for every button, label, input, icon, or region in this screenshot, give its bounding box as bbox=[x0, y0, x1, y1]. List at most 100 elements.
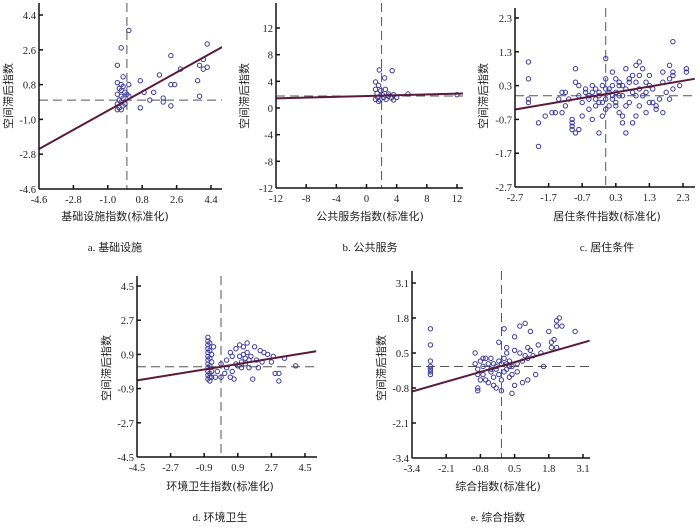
scatter-point bbox=[599, 113, 606, 119]
scatter-point bbox=[264, 351, 271, 358]
scatter-point bbox=[480, 355, 486, 362]
scatter-point bbox=[427, 358, 434, 364]
scatter-point bbox=[542, 113, 548, 119]
scatter-point bbox=[519, 379, 526, 386]
y-tick-label: 12 bbox=[263, 24, 274, 35]
y-axis-title: 空间滞后指数 bbox=[374, 335, 388, 401]
scatter-point bbox=[171, 81, 178, 88]
scatter-point bbox=[639, 66, 646, 72]
scatter-point bbox=[683, 66, 690, 72]
scatter-point bbox=[244, 340, 250, 346]
y-axis-title: 空间滞后指数 bbox=[476, 63, 490, 129]
scatter-point bbox=[549, 109, 555, 116]
x-tick-label: 2.3 bbox=[676, 193, 689, 204]
scatter-point bbox=[498, 387, 505, 394]
scatter-point bbox=[126, 27, 132, 34]
scatter-point bbox=[218, 374, 224, 380]
scatter-points bbox=[525, 38, 690, 150]
scatter-point bbox=[522, 352, 528, 359]
scatter-point bbox=[427, 369, 434, 375]
scatter-point bbox=[496, 339, 502, 345]
scatter-point bbox=[535, 120, 542, 126]
scatter-point bbox=[592, 86, 599, 92]
caption-text: 公共服务 bbox=[354, 241, 398, 254]
y-tick-label: -4.5 bbox=[117, 453, 134, 464]
scatter-point bbox=[599, 82, 606, 89]
scatter-point bbox=[475, 387, 481, 394]
scatter-point bbox=[488, 355, 494, 362]
scatter-point bbox=[633, 113, 639, 119]
y-axis-title: 空间滞后指数 bbox=[237, 63, 251, 129]
subplot-caption: a. 基础设施 bbox=[88, 241, 142, 254]
scatter-point bbox=[552, 109, 559, 116]
scatter-point bbox=[646, 72, 653, 79]
y-tick-label: -4.6 bbox=[19, 185, 36, 196]
scatter-point bbox=[569, 120, 575, 126]
scatter-point bbox=[506, 374, 513, 380]
scatter-point bbox=[636, 59, 643, 65]
scatter-point bbox=[427, 366, 434, 372]
scatter-point bbox=[670, 38, 676, 45]
x-tick-label: -4.5 bbox=[129, 463, 146, 474]
y-axis-title: 空间滞后指数 bbox=[1, 63, 15, 129]
y-tick-label: -0.8 bbox=[392, 384, 409, 395]
scatter-point bbox=[650, 86, 656, 92]
regression-line bbox=[137, 350, 317, 382]
scatter-point bbox=[603, 106, 609, 112]
x-tick-label: 2.7 bbox=[265, 463, 278, 474]
caption-letter: c. bbox=[580, 242, 590, 254]
y-tick-label: 2.7 bbox=[121, 316, 134, 327]
scatter-point bbox=[535, 143, 542, 150]
scatter-point bbox=[248, 353, 254, 359]
x-tick-label: 0.5 bbox=[508, 464, 521, 475]
scatter-point bbox=[207, 340, 213, 346]
scatter-point bbox=[496, 358, 502, 364]
caption-letter: b. bbox=[343, 242, 354, 254]
scatter-point bbox=[576, 126, 582, 133]
y-tick-label: 4 bbox=[268, 77, 274, 88]
scatter-points bbox=[427, 315, 578, 397]
x-tick-label: 0.9 bbox=[231, 463, 244, 474]
scatter-point bbox=[114, 62, 121, 68]
scatter-point bbox=[522, 320, 528, 327]
chart-b-public-service: -12 -8 -4 0 4 8 12 -12 -8 -4 0 4 8 12 空间滞后指数公共服务指数(标准化… bbox=[237, 3, 463, 254]
scatter-point bbox=[255, 365, 262, 371]
x-tick-label: -1.7 bbox=[540, 193, 557, 204]
scatter-point bbox=[276, 378, 282, 384]
scatter-point bbox=[666, 76, 673, 82]
scatter-point bbox=[514, 369, 520, 375]
scatter-point bbox=[382, 86, 389, 93]
scatter-point bbox=[613, 103, 619, 109]
scatter-point bbox=[150, 89, 157, 96]
y-tick-label: 1.3 bbox=[499, 48, 512, 59]
scatter-point bbox=[238, 365, 245, 371]
scatter-point bbox=[540, 363, 547, 370]
scatter-point bbox=[475, 385, 481, 391]
caption-letter: a. bbox=[88, 242, 98, 254]
scatter-point bbox=[511, 334, 518, 340]
scatter-point bbox=[501, 355, 507, 362]
scatter-point bbox=[589, 89, 595, 96]
x-tick-label: -8 bbox=[302, 194, 311, 205]
scatter-point bbox=[168, 81, 174, 88]
scatter-point bbox=[126, 81, 132, 88]
scatter-point bbox=[619, 113, 626, 119]
scatter-point bbox=[137, 105, 143, 111]
scatter-point bbox=[555, 96, 562, 102]
scatter-point bbox=[372, 79, 379, 85]
scatter-point bbox=[616, 109, 622, 116]
scatter-point bbox=[390, 97, 397, 103]
scatter-point bbox=[582, 89, 589, 96]
x-axis-title: 环境卫生指数(标准化) bbox=[166, 479, 274, 493]
scatter-point bbox=[551, 336, 557, 343]
x-tick-label: 8 bbox=[424, 194, 429, 205]
scatter-point bbox=[596, 99, 602, 106]
scatter-point bbox=[633, 93, 639, 99]
x-tick-label: -1.0 bbox=[99, 195, 116, 206]
scatter-point bbox=[606, 103, 612, 109]
scatter-point bbox=[477, 377, 484, 383]
scatter-points bbox=[205, 334, 299, 384]
caption-letter: d. bbox=[193, 512, 204, 524]
scatter-point bbox=[204, 64, 210, 70]
